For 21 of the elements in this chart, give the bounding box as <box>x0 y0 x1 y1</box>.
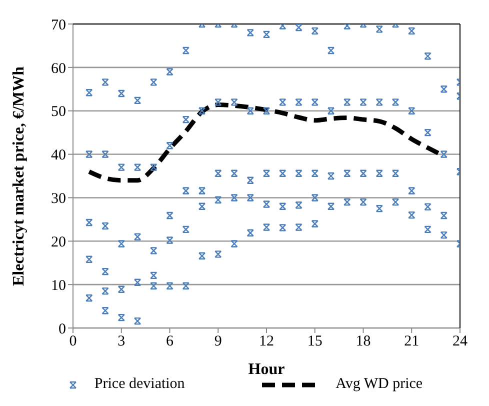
y-axis-title: Electricyt market price, €/MWh <box>10 66 28 286</box>
y-tick-label: 30 <box>51 191 66 208</box>
x-tick-label: 9 <box>214 334 222 350</box>
y-tick-label: 60 <box>51 60 66 77</box>
x-tick-label: 3 <box>118 334 126 350</box>
x-tick-label: 6 <box>166 334 174 350</box>
x-tick-label: 18 <box>356 334 371 350</box>
legend-label: Avg WD price <box>336 376 423 393</box>
y-tick-label: 0 <box>58 321 66 338</box>
x-tick-label: 12 <box>259 334 274 350</box>
x-axis-title: Hour <box>248 361 285 378</box>
x-tick-label: 24 <box>452 334 468 350</box>
y-tick-label: 40 <box>51 148 66 164</box>
y-tick-label: 20 <box>51 234 66 250</box>
x-tick-label: 21 <box>404 334 420 350</box>
x-tick-label: 0 <box>69 334 77 350</box>
x-tick-label: 15 <box>307 334 322 350</box>
y-tick-label: 10 <box>51 278 66 294</box>
legend-label: Price deviation <box>94 376 185 393</box>
y-tick-label: 50 <box>51 104 66 120</box>
y-tick-label: 70 <box>51 17 66 34</box>
